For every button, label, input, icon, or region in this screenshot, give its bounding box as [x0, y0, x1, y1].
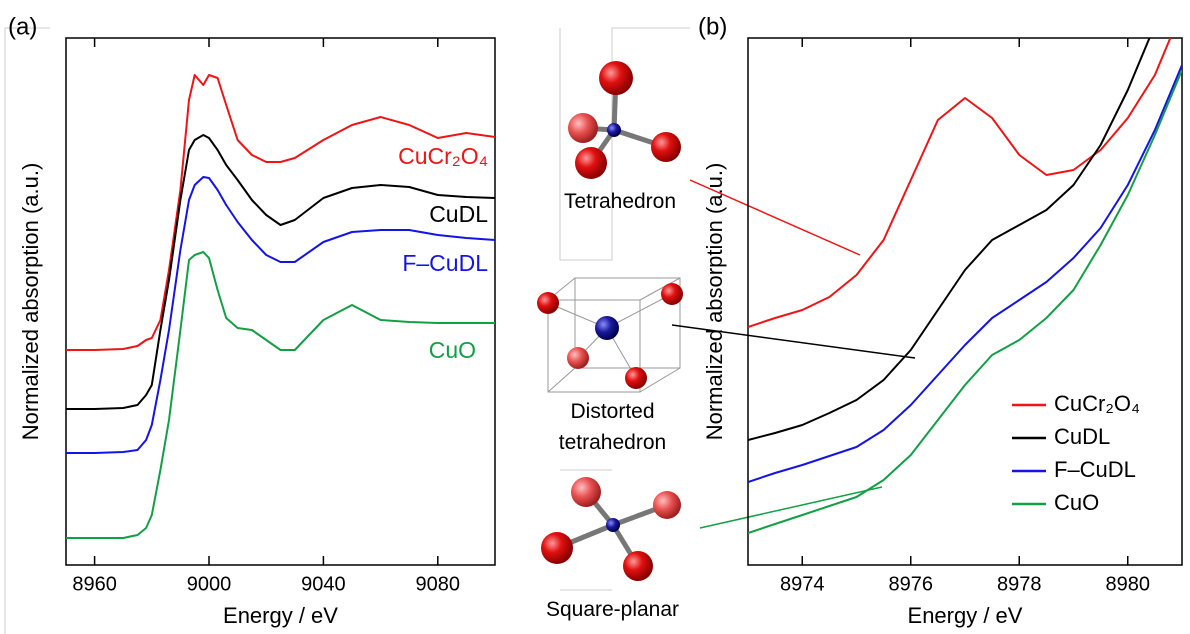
series-label: CuDL — [429, 201, 488, 227]
square-planar-model — [541, 477, 681, 581]
x-tick-label: 9080 — [416, 573, 461, 595]
structure-label: Tetrahedron — [563, 190, 677, 213]
legend-label: CuO — [1054, 490, 1099, 515]
series-line — [748, 38, 1172, 328]
x-tick-label: 9040 — [301, 573, 346, 595]
frame-artifacts — [4, 27, 690, 634]
tetrahedron-model — [568, 61, 681, 179]
x-tick-label: 8976 — [889, 573, 934, 595]
structure-label: Distorted tetrahedron — [558, 400, 667, 454]
series-line — [748, 38, 1151, 441]
series-group — [66, 74, 495, 539]
series-line — [66, 74, 495, 351]
panel-label: (b) — [698, 13, 727, 40]
connector-lines — [671, 179, 916, 529]
x-tick-label: 8974 — [780, 573, 825, 595]
x-tick-label: 8980 — [1106, 573, 1151, 595]
x-axis-label: Energy / eV — [908, 603, 1023, 628]
x-tick-label: 8960 — [72, 573, 117, 595]
series-line — [66, 134, 495, 410]
series-label: CuO — [429, 337, 476, 363]
series-line — [748, 69, 1182, 534]
series-line — [748, 64, 1182, 483]
series-label: F–CuDL — [402, 250, 488, 276]
x-tick-label: 8978 — [997, 573, 1042, 595]
series-line — [66, 251, 495, 539]
x-tick-label: 9000 — [187, 573, 232, 595]
plot-frame — [65, 37, 496, 566]
structure-label: Square-planar — [545, 598, 680, 621]
distorted-tetrahedron-model — [537, 277, 683, 393]
legend-label: CuDL — [1054, 424, 1110, 449]
legend-label: CuCr₂O₄ — [1054, 391, 1140, 416]
legend-label: F–CuDL — [1054, 457, 1136, 482]
series-group — [748, 38, 1182, 534]
plot-frame — [747, 37, 1183, 566]
series-line — [66, 176, 495, 454]
panel-label: (a) — [8, 13, 37, 40]
y-axis-label: Normalized absorption (a.u.) — [18, 163, 43, 441]
series-label: CuCr₂O₄ — [398, 143, 488, 169]
y-axis-label: Normalized absorption (a.u.) — [702, 163, 727, 441]
x-axis-label: Energy / eV — [223, 603, 338, 628]
